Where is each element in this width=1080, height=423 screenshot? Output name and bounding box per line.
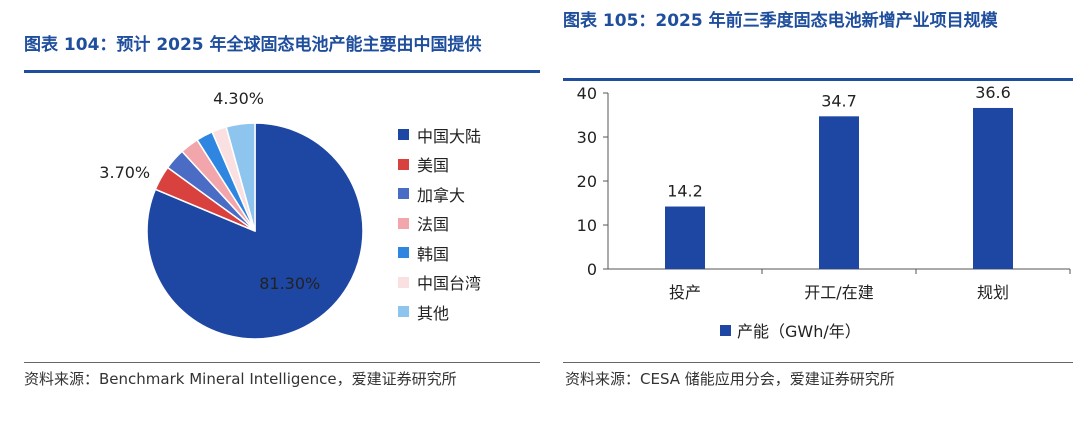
pie-legend-item-0: 中国大陆 — [398, 120, 481, 150]
bar-chart: 0 10 20 30 40 14.2 投产 34.7 开工/在建 36.6 规划 — [577, 83, 1071, 302]
pie-legend-swatch-4 — [398, 247, 409, 259]
pie-data-label-1: 3.70% — [99, 163, 150, 182]
pie-source-note: 资料来源：Benchmark Mineral Intelligence，爱建证券… — [24, 370, 457, 388]
pie-legend-swatch-5 — [398, 276, 409, 288]
pie-legend-swatch-1 — [398, 158, 409, 170]
pie-chart: 81.30% 3.70% 4.30% — [99, 89, 364, 340]
pie-legend-swatch-3 — [398, 217, 409, 229]
pie-legend-swatch-0 — [398, 129, 409, 141]
bar-value-label-0: 14.2 — [667, 182, 703, 201]
pie-slice-6 — [225, 122, 256, 232]
pie-legend-label-6: 其他 — [417, 303, 450, 323]
pie-figure-panel: 图表 104：预计 2025 年全球固态电池产能主要由中国提供 81.30% 3.… — [24, 35, 540, 388]
bar-0 — [665, 206, 705, 269]
pie-source-rule — [24, 362, 540, 363]
bar-category-label-2: 规划 — [977, 283, 1009, 302]
pie-legend-item-2: 加拿大 — [398, 179, 481, 209]
pie-data-label-6: 4.30% — [213, 89, 264, 108]
bar-y-tick-label-3: 30 — [577, 128, 597, 147]
pie-legend-swatch-2 — [398, 188, 409, 200]
pie-legend: 中国大陆美国加拿大法国韩国中国台湾其他 — [398, 120, 481, 327]
bar-y-tick-label-1: 10 — [577, 216, 597, 235]
pie-legend-item-1: 美国 — [398, 150, 481, 180]
pie-data-label-0: 81.30% — [259, 274, 320, 293]
bar-1 — [819, 116, 859, 269]
pie-legend-label-2: 加拿大 — [417, 185, 466, 205]
bar-legend: 产能（GWh/年） — [720, 318, 861, 342]
pie-legend-label-4: 韩国 — [417, 244, 450, 264]
bar-category-label-1: 开工/在建 — [804, 283, 873, 302]
bar-y-tick-label-4: 40 — [577, 84, 597, 103]
pie-figure-title: 图表 104：预计 2025 年全球固态电池产能主要由中国提供 — [24, 35, 482, 55]
bar-category-label-0: 投产 — [669, 283, 701, 302]
pie-slice-0 — [146, 122, 364, 340]
pie-legend-item-5: 中国台湾 — [398, 268, 481, 298]
bar-source-rule — [563, 362, 1073, 363]
bar-title-rule — [563, 78, 1073, 81]
bar-2 — [973, 107, 1013, 270]
pie-legend-item-6: 其他 — [398, 297, 481, 327]
pie-legend-item-3: 法国 — [398, 209, 481, 239]
bar-legend-swatch — [720, 324, 731, 336]
bar-source-note: 资料来源：CESA 储能应用分会，爱建证券研究所 — [565, 370, 895, 388]
pie-legend-label-0: 中国大陆 — [417, 126, 482, 146]
bar-y-tick-label-0: 0 — [587, 260, 597, 279]
pie-title-rule — [24, 70, 540, 73]
bar-figure-title: 图表 105：2025 年前三季度固态电池新增产业项目规模 — [563, 11, 998, 31]
pie-legend-label-3: 法国 — [417, 215, 450, 235]
bar-y-tick-label-2: 20 — [577, 172, 597, 191]
bar-legend-label: 产能（GWh/年） — [737, 322, 861, 341]
bar-value-label-2: 36.6 — [975, 83, 1011, 102]
bar-figure-panel: 图表 105：2025 年前三季度固态电池新增产业项目规模 0 10 20 30 40 1… — [555, 0, 1080, 423]
pie-legend-swatch-6 — [398, 306, 409, 318]
pie-legend-item-4: 韩国 — [398, 238, 481, 268]
bar-value-label-1: 34.7 — [821, 91, 857, 110]
pie-legend-label-5: 中国台湾 — [417, 274, 482, 294]
pie-legend-label-1: 美国 — [417, 156, 450, 176]
